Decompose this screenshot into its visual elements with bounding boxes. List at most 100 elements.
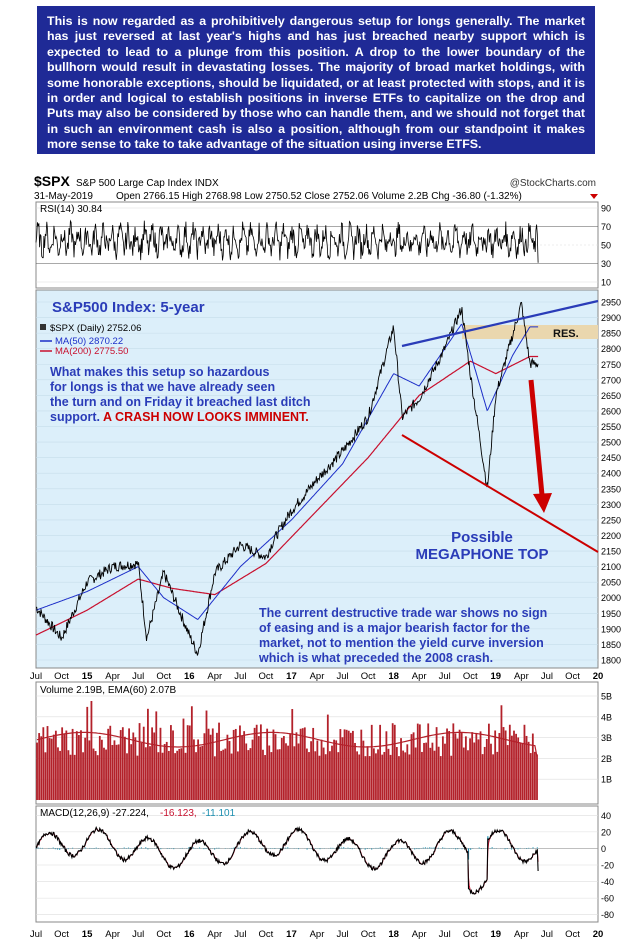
volume-bar bbox=[358, 754, 361, 800]
x-tick-label: Apr bbox=[105, 929, 120, 940]
volume-bar bbox=[504, 730, 507, 800]
svg-text:The current destructive trade: The current destructive trade war shows … bbox=[259, 606, 547, 620]
volume-bar bbox=[349, 732, 352, 800]
volume-bar bbox=[337, 752, 340, 800]
volume-bar bbox=[216, 732, 218, 800]
macd-tick-label: 20 bbox=[601, 827, 611, 837]
price-tick-label: 2750 bbox=[601, 360, 621, 370]
volume-bar bbox=[59, 750, 61, 800]
svg-text:of easing and is a major beari: of easing and is a major bearish factor … bbox=[259, 621, 530, 635]
x-tick-label: Oct bbox=[565, 671, 580, 682]
legend-ma50: MA(50) 2870.22 bbox=[55, 336, 123, 347]
volume-bar bbox=[280, 737, 283, 800]
volume-bar bbox=[492, 754, 494, 800]
volume-bar bbox=[44, 752, 47, 800]
volume-bar bbox=[475, 733, 478, 800]
volume-bar bbox=[65, 730, 68, 800]
volume-bar bbox=[75, 731, 78, 800]
volume-bar bbox=[513, 730, 515, 800]
volume-bar bbox=[496, 751, 499, 800]
x-tick-label: Jul bbox=[132, 929, 144, 940]
volume-bar bbox=[124, 736, 126, 800]
volume-bar bbox=[329, 751, 331, 800]
volume-bar bbox=[236, 751, 239, 800]
volume-bar bbox=[425, 742, 428, 800]
volume-ema-line bbox=[36, 731, 538, 758]
price-tick-label: 2050 bbox=[601, 578, 621, 588]
volume-bar bbox=[270, 752, 273, 800]
volume-bar bbox=[247, 750, 250, 800]
header-source: @StockCharts.com bbox=[510, 178, 596, 189]
x-tick-label: Oct bbox=[361, 671, 376, 682]
macd-label-hist: -11.101 bbox=[202, 808, 236, 819]
volume-bar bbox=[414, 747, 417, 800]
rsi-tick-label: 30 bbox=[601, 259, 611, 269]
price-tick-label: 2200 bbox=[601, 531, 621, 541]
volume-bar bbox=[333, 739, 335, 800]
rsi-tick-label: 70 bbox=[601, 222, 611, 232]
volume-bar bbox=[448, 731, 451, 800]
price-tick-label: 1800 bbox=[601, 656, 621, 666]
x-tick-label: Oct bbox=[259, 929, 274, 940]
volume-bar bbox=[272, 729, 275, 800]
price-tick-label: 2450 bbox=[601, 453, 621, 463]
x-tick-label: Oct bbox=[156, 929, 171, 940]
x-tick-label: Oct bbox=[259, 671, 274, 682]
volume-bar bbox=[372, 748, 375, 800]
volume-bar bbox=[500, 705, 503, 800]
volume-bar bbox=[264, 755, 266, 800]
volume-bar bbox=[339, 729, 342, 800]
volume-bar bbox=[90, 701, 93, 800]
macd-label: MACD(12,26,9) -27.224, bbox=[40, 808, 149, 819]
macd-tick-label: -40 bbox=[601, 877, 614, 887]
volume-bar bbox=[253, 727, 256, 800]
x-axis-top: Jul Oct 15 Apr Jul Oct 16 Apr Jul Oct 17 Apr Jul Oct 1… bbox=[30, 671, 603, 682]
volume-bar bbox=[431, 742, 434, 800]
x-tick-label: Oct bbox=[361, 929, 376, 940]
volume-bar bbox=[483, 746, 486, 800]
volume-bar bbox=[46, 726, 49, 800]
x-tick-label: Apr bbox=[207, 671, 222, 682]
price-tick-label: 2850 bbox=[601, 329, 621, 339]
x-tick-label: Jul bbox=[541, 929, 553, 940]
volume-bar bbox=[523, 724, 526, 800]
volume-bar bbox=[335, 740, 338, 800]
volume-bar bbox=[197, 739, 200, 800]
price-panel: RES. S&P500 Index: 5-year $SPX (Daily) 2… bbox=[35, 289, 621, 669]
x-tick-label: 18 bbox=[388, 929, 399, 940]
crash-arrow-shaft bbox=[528, 379, 545, 496]
volume-bar bbox=[525, 735, 528, 800]
rsi-line bbox=[35, 219, 539, 263]
volume-bar bbox=[282, 736, 285, 800]
volume-bar bbox=[458, 729, 461, 800]
volume-bar bbox=[94, 751, 97, 800]
resistance-zone bbox=[462, 325, 598, 339]
price-tick-label: 2700 bbox=[601, 375, 621, 385]
volume-bar bbox=[105, 749, 107, 800]
volume-bar bbox=[354, 742, 356, 800]
volume-bar bbox=[144, 747, 147, 800]
volume-bar bbox=[389, 754, 392, 800]
volume-bar bbox=[534, 751, 536, 800]
volume-bar bbox=[402, 750, 405, 800]
volume-bar bbox=[262, 749, 264, 800]
x-tick-label: Jul bbox=[336, 929, 348, 940]
volume-bar bbox=[63, 734, 66, 800]
volume-bar bbox=[278, 749, 281, 800]
price-tick-label: 2950 bbox=[601, 298, 621, 308]
x-tick-label: 19 bbox=[491, 929, 502, 940]
volume-bar bbox=[381, 754, 384, 800]
volume-bar bbox=[400, 738, 402, 800]
svg-text:which is what preceded the 200: which is what preceded the 2008 crash. bbox=[258, 651, 493, 665]
x-tick-label: Oct bbox=[54, 671, 69, 682]
volume-bar bbox=[450, 755, 453, 800]
volume-bar bbox=[54, 730, 57, 800]
x-tick-label: Apr bbox=[207, 929, 222, 940]
header-ohlc: Open 2766.15 High 2768.98 Low 2750.52 Cl… bbox=[116, 191, 522, 202]
rsi-label: RSI(14) 30.84 bbox=[40, 204, 103, 215]
svg-text:the turn and on Friday it brea: the turn and on Friday it breached last … bbox=[50, 395, 310, 409]
volume-bar bbox=[157, 752, 160, 800]
volume-panel: Volume 2.19B, EMA(60) 2.07B 5B 4B 3B 2B 1B bbox=[35, 681, 612, 805]
price-tick-label: 2600 bbox=[601, 406, 621, 416]
volume-bar bbox=[287, 745, 289, 800]
